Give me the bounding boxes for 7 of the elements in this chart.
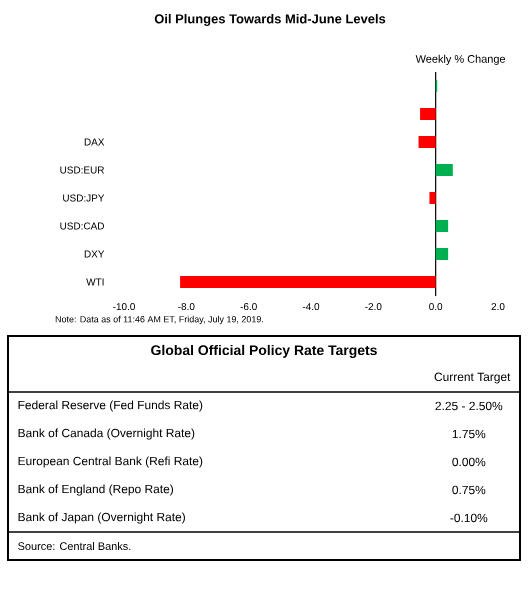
bar [435, 248, 449, 260]
bar [435, 220, 449, 232]
bar [418, 136, 436, 148]
bar [435, 164, 453, 176]
bar [420, 108, 436, 121]
bar [429, 192, 436, 204]
bar [180, 276, 436, 288]
